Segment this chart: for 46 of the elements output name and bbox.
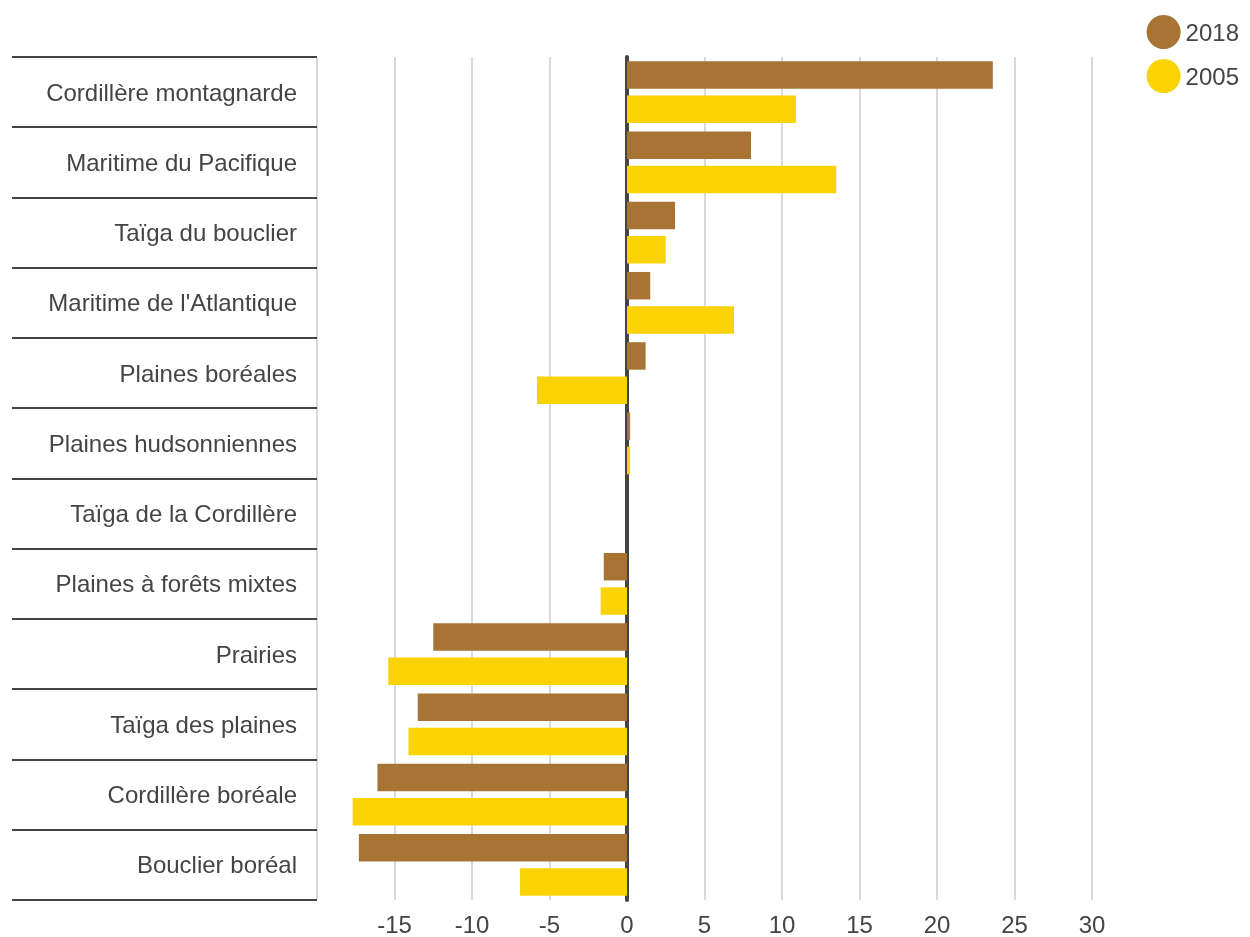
legend-label: 2005 — [1185, 62, 1239, 90]
y-tick-label: Maritime de l'Atlantique — [48, 289, 297, 317]
x-tick-label: 30 — [1078, 910, 1106, 937]
bar — [627, 165, 837, 194]
bar — [627, 201, 676, 230]
y-tick-label: Prairies — [215, 640, 297, 668]
bar — [600, 587, 627, 615]
bar — [627, 131, 751, 159]
x-tick-label: 5 — [697, 910, 712, 937]
y-tick-label: Maritime du Pacifique — [66, 148, 297, 176]
bar — [358, 833, 627, 862]
x-tick-label: 25 — [1001, 910, 1028, 937]
y-tick-label: Taïga de la Cordillère — [70, 500, 297, 528]
y-tick-label: Taïga des plaines — [110, 710, 297, 738]
bar — [377, 763, 627, 792]
y-tick-label: Plaines boréales — [119, 359, 297, 387]
bar — [627, 342, 646, 370]
bar — [627, 61, 993, 89]
bar — [537, 376, 627, 405]
y-tick-label: Cordillère montagnarde — [46, 78, 297, 106]
bar — [627, 236, 666, 264]
y-tick-label: Cordillère boréale — [107, 781, 297, 809]
x-tick-label: -10 — [454, 910, 490, 937]
y-tick-label: Taïga du bouclier — [114, 219, 297, 247]
bar — [627, 446, 631, 475]
bar — [627, 306, 734, 334]
bar — [417, 693, 627, 721]
bar — [408, 727, 627, 756]
bar — [433, 623, 627, 651]
bar — [627, 95, 796, 124]
y-tick-label: Plaines à forêts mixtes — [55, 570, 297, 598]
x-tick-label: 15 — [846, 910, 873, 937]
x-tick-label: -5 — [538, 910, 561, 937]
bar — [388, 657, 627, 686]
x-tick-label: 0 — [620, 910, 634, 937]
bar — [627, 271, 651, 300]
legend-label: 2018 — [1185, 18, 1239, 46]
bar — [627, 412, 631, 440]
x-tick-label: -15 — [377, 910, 412, 937]
y-tick-label: Plaines hudsonniennes — [48, 429, 297, 457]
y-tick-label: Bouclier boréal — [136, 851, 297, 879]
x-tick-label: 20 — [923, 910, 951, 937]
bar — [352, 798, 627, 826]
bar — [603, 552, 627, 581]
bar — [520, 868, 627, 896]
x-tick-label: 10 — [768, 910, 796, 937]
